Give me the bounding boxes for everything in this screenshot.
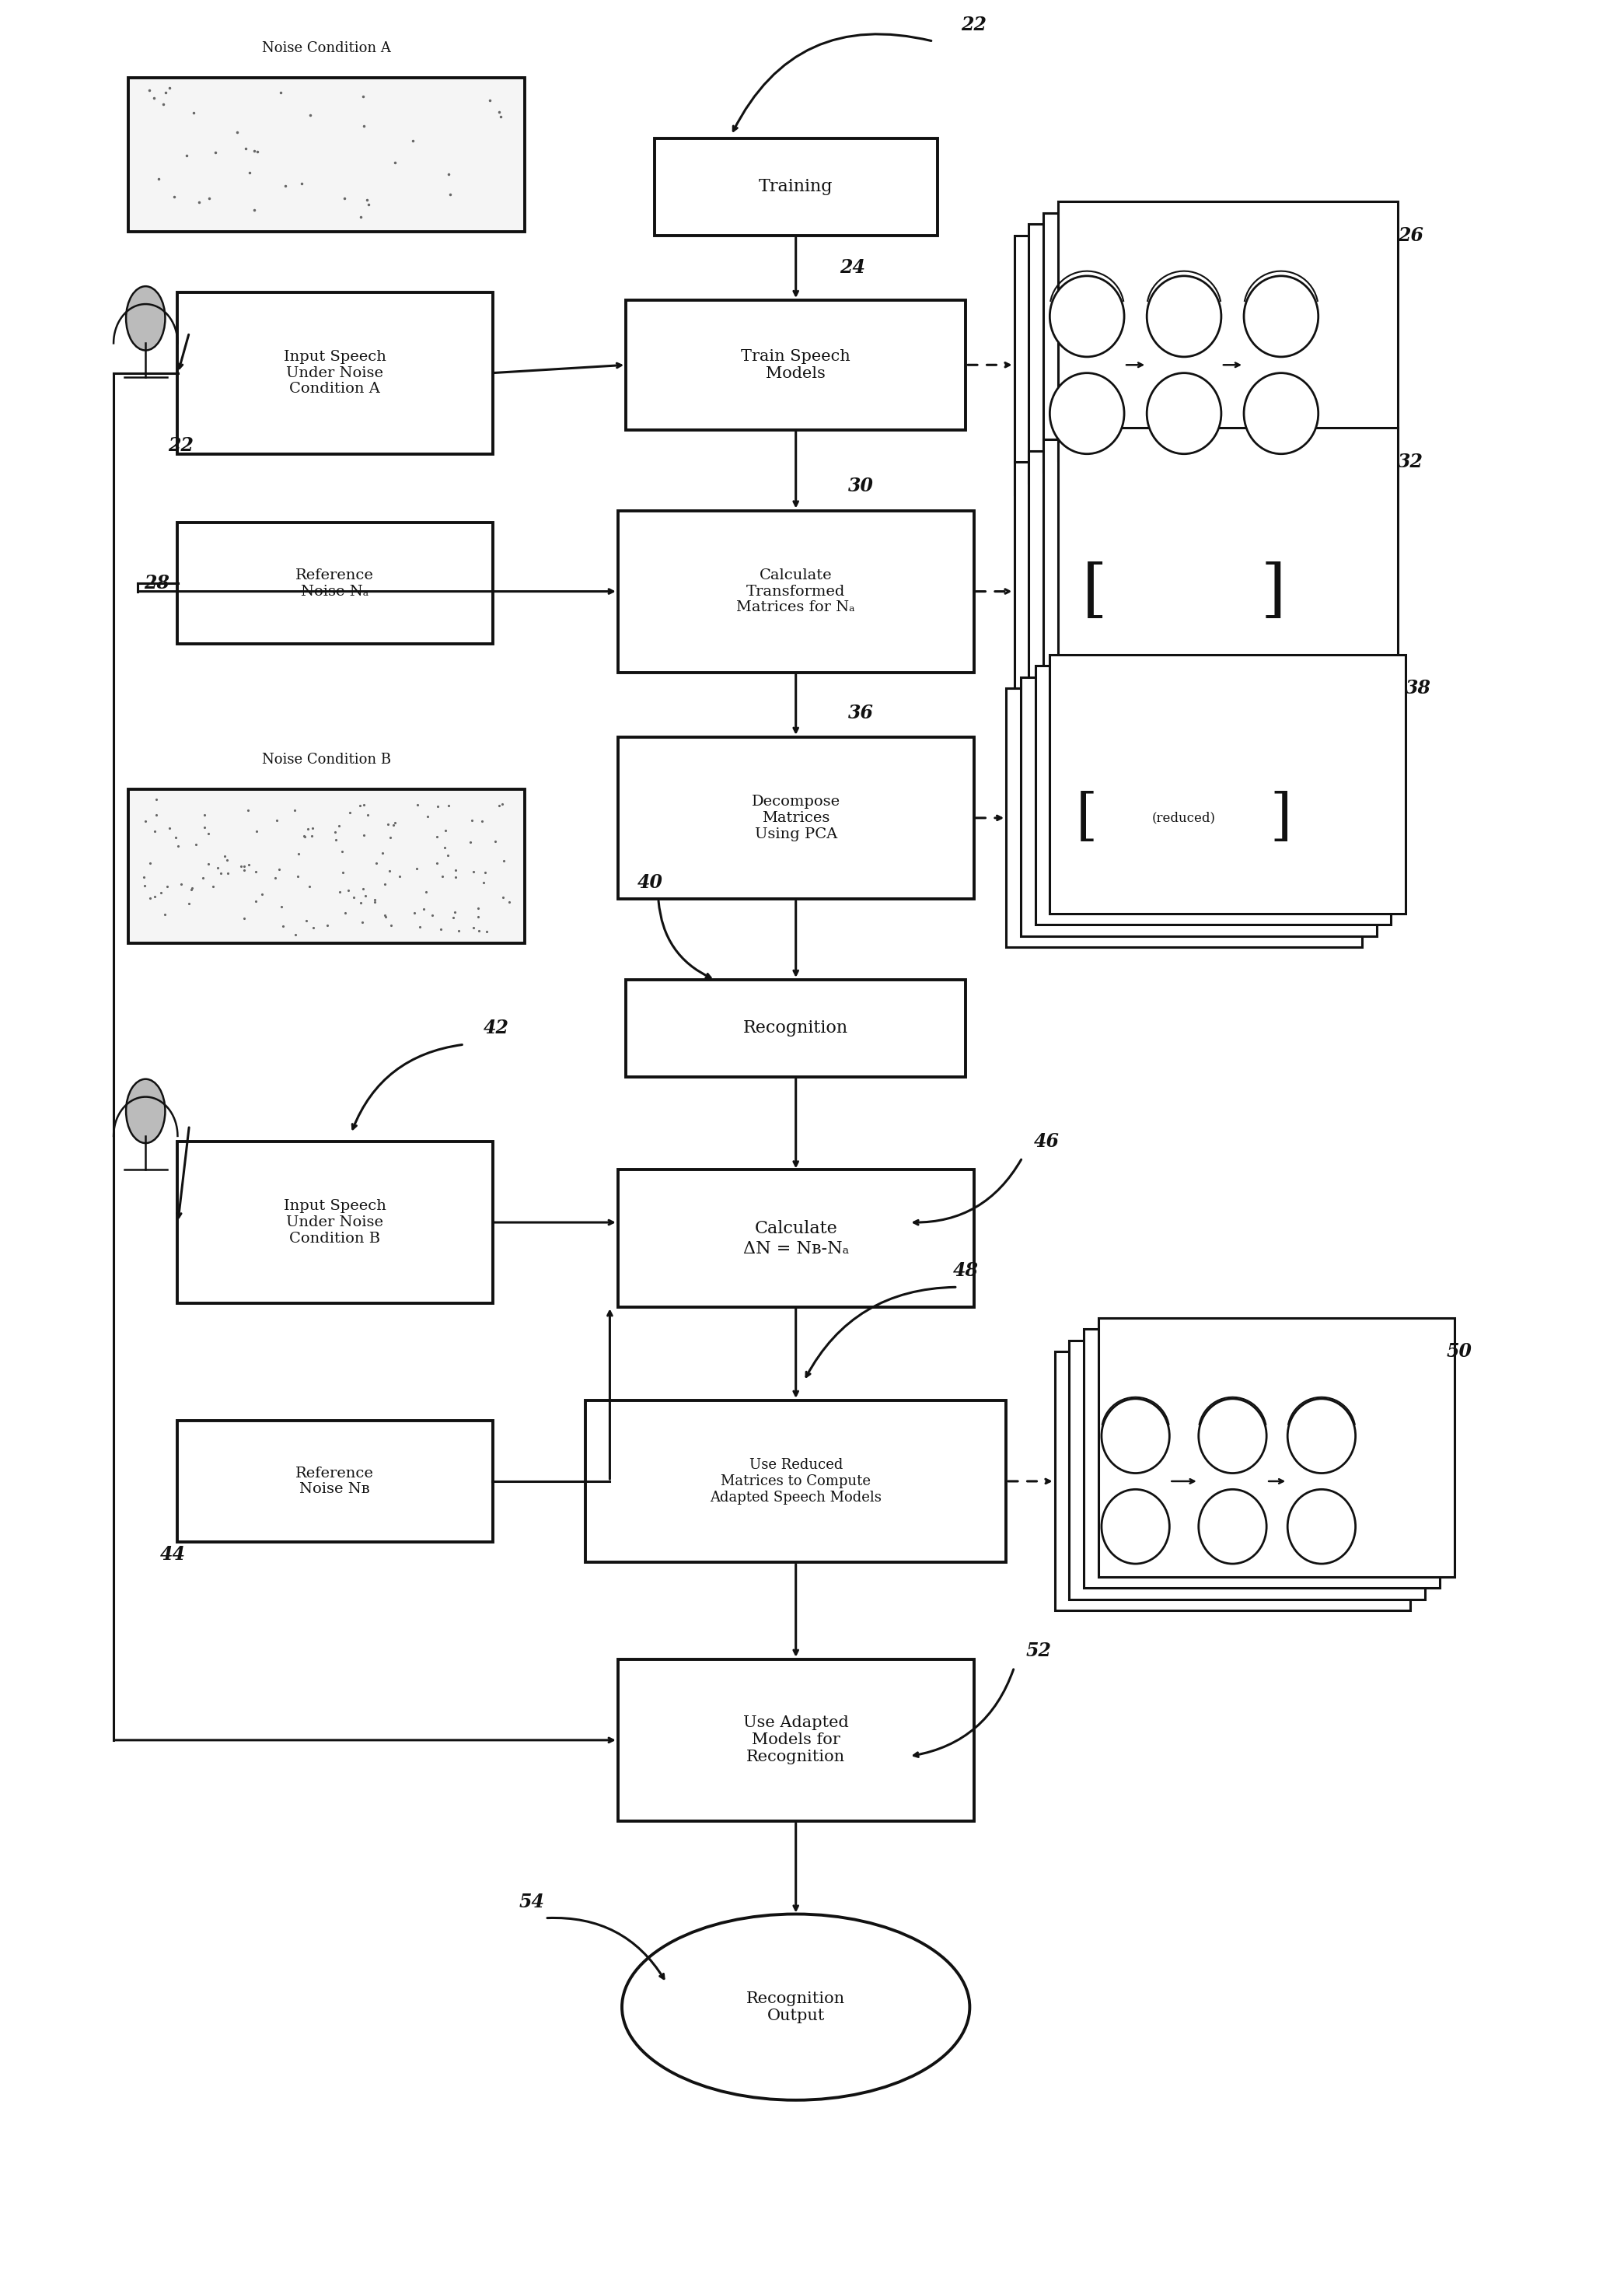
FancyBboxPatch shape	[1028, 450, 1369, 710]
Text: 48: 48	[953, 1262, 979, 1281]
Ellipse shape	[1049, 372, 1124, 454]
Ellipse shape	[1101, 1489, 1169, 1564]
FancyBboxPatch shape	[1069, 1340, 1424, 1600]
FancyBboxPatch shape	[1083, 1329, 1439, 1589]
Text: 26: 26	[1398, 226, 1423, 244]
FancyBboxPatch shape	[1020, 678, 1377, 936]
Text: Train Speech
Models: Train Speech Models	[741, 349, 851, 381]
Text: 32: 32	[1398, 452, 1423, 470]
Ellipse shape	[1101, 1399, 1169, 1473]
Text: ]: ]	[1260, 559, 1286, 623]
Text: [: [	[1083, 559, 1108, 623]
Text: 36: 36	[848, 703, 874, 721]
FancyBboxPatch shape	[1057, 427, 1398, 687]
Text: Recognition: Recognition	[744, 1021, 848, 1036]
FancyBboxPatch shape	[586, 1399, 1007, 1562]
FancyBboxPatch shape	[617, 511, 974, 671]
FancyBboxPatch shape	[617, 1169, 974, 1308]
FancyBboxPatch shape	[1028, 224, 1369, 484]
FancyBboxPatch shape	[1015, 235, 1354, 495]
FancyBboxPatch shape	[128, 78, 525, 231]
Text: 54: 54	[520, 1893, 546, 1911]
Ellipse shape	[1288, 1399, 1356, 1473]
FancyBboxPatch shape	[177, 523, 492, 644]
Ellipse shape	[1288, 1489, 1356, 1564]
Ellipse shape	[127, 1080, 166, 1144]
FancyBboxPatch shape	[1007, 689, 1363, 947]
Ellipse shape	[622, 1913, 970, 2100]
Ellipse shape	[1199, 1489, 1267, 1564]
Ellipse shape	[1147, 276, 1221, 356]
Text: Noise Condition A: Noise Condition A	[261, 41, 391, 55]
Text: 40: 40	[638, 874, 663, 893]
Text: ]: ]	[1270, 790, 1293, 845]
Text: 28: 28	[145, 573, 171, 594]
FancyBboxPatch shape	[1057, 201, 1398, 461]
Text: [: [	[1077, 790, 1098, 845]
FancyBboxPatch shape	[1043, 438, 1384, 699]
Text: Reference
Noise Nₐ: Reference Noise Nₐ	[296, 568, 374, 598]
Text: Noise Condition B: Noise Condition B	[261, 753, 391, 767]
FancyBboxPatch shape	[617, 1660, 974, 1822]
Text: Calculate
Transformed
Matrices for Nₐ: Calculate Transformed Matrices for Nₐ	[737, 568, 856, 614]
FancyBboxPatch shape	[1015, 461, 1354, 721]
Text: 38: 38	[1406, 678, 1431, 699]
Ellipse shape	[1199, 1399, 1267, 1473]
FancyBboxPatch shape	[177, 292, 492, 454]
Text: Use Reduced
Matrices to Compute
Adapted Speech Models: Use Reduced Matrices to Compute Adapted …	[710, 1459, 882, 1504]
Text: Training: Training	[758, 178, 833, 196]
FancyBboxPatch shape	[625, 979, 966, 1078]
FancyBboxPatch shape	[1043, 212, 1384, 473]
Ellipse shape	[1147, 372, 1221, 454]
Text: 50: 50	[1447, 1342, 1471, 1361]
Text: 22: 22	[961, 16, 986, 34]
Text: Calculate
ΔN = Nʙ-Nₐ: Calculate ΔN = Nʙ-Nₐ	[742, 1219, 849, 1258]
Ellipse shape	[1049, 276, 1124, 356]
FancyBboxPatch shape	[128, 790, 525, 943]
FancyBboxPatch shape	[654, 139, 937, 235]
Text: 46: 46	[1034, 1132, 1059, 1151]
Text: 44: 44	[161, 1546, 185, 1564]
Text: 52: 52	[1026, 1641, 1051, 1660]
Text: (reduced): (reduced)	[1151, 810, 1216, 824]
FancyBboxPatch shape	[177, 1142, 492, 1304]
Ellipse shape	[1244, 276, 1319, 356]
Ellipse shape	[1244, 372, 1319, 454]
Ellipse shape	[127, 285, 166, 349]
Text: Decompose
Matrices
Using PCA: Decompose Matrices Using PCA	[752, 794, 840, 840]
Text: 22: 22	[169, 436, 193, 454]
Text: Input Speech
Under Noise
Condition A: Input Speech Under Noise Condition A	[284, 349, 387, 397]
FancyBboxPatch shape	[177, 1420, 492, 1541]
Text: Reference
Noise Nʙ: Reference Noise Nʙ	[296, 1466, 374, 1495]
Text: Recognition
Output: Recognition Output	[747, 1991, 844, 2023]
FancyBboxPatch shape	[617, 737, 974, 900]
Text: Use Adapted
Models for
Recognition: Use Adapted Models for Recognition	[744, 1715, 849, 1765]
FancyBboxPatch shape	[1034, 667, 1392, 925]
Text: 24: 24	[840, 258, 866, 276]
FancyBboxPatch shape	[1098, 1317, 1453, 1578]
Text: 30: 30	[848, 477, 874, 495]
Text: 42: 42	[484, 1018, 510, 1036]
FancyBboxPatch shape	[1049, 655, 1406, 913]
Text: Input Speech
Under Noise
Condition B: Input Speech Under Noise Condition B	[284, 1199, 387, 1247]
FancyBboxPatch shape	[1054, 1352, 1411, 1612]
FancyBboxPatch shape	[625, 299, 966, 429]
